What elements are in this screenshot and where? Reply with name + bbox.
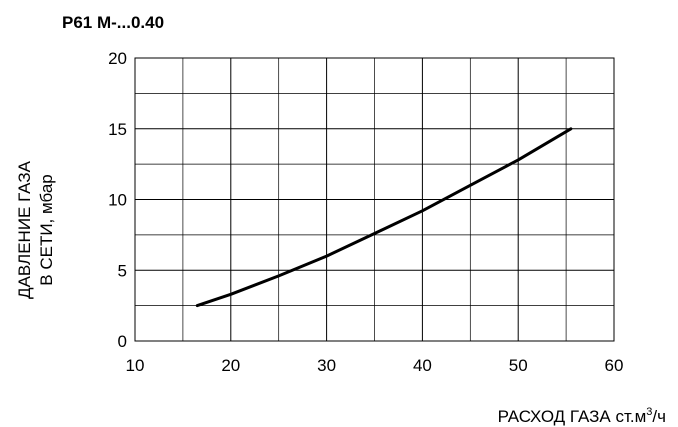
- x-tick-label: 30: [317, 356, 336, 375]
- x-tick-label: 50: [509, 356, 528, 375]
- chart-title: P61 M-...0.40: [62, 13, 164, 32]
- x-tick-label: 10: [126, 356, 145, 375]
- y-tick-label: 0: [118, 332, 127, 351]
- x-tick-label: 60: [605, 356, 624, 375]
- x-axis-label-main: РАСХОД ГАЗА ст.м: [498, 407, 647, 426]
- y-tick-label: 10: [108, 191, 127, 210]
- y-axis-label-line1: ДАВЛЕНИЕ ГАЗА: [15, 160, 34, 299]
- y-tick-labels: 0 5 10 15 20: [108, 49, 127, 351]
- y-tick-label: 5: [118, 261, 127, 280]
- x-axis-label-tail: /ч: [652, 407, 666, 426]
- y-tick-label: 20: [108, 49, 127, 68]
- x-tick-labels: 10 20 30 40 50 60: [126, 356, 624, 375]
- x-tick-label: 40: [413, 356, 432, 375]
- x-axis-label-superscript: 3: [646, 406, 652, 418]
- y-axis-label-line2: В СЕТИ, мбар: [37, 174, 56, 285]
- plot-frame: [134, 57, 615, 342]
- series-line-0: [195, 127, 573, 308]
- x-tick-label: 20: [221, 356, 240, 375]
- series-layer: [195, 127, 573, 308]
- y-tick-label: 15: [108, 120, 127, 139]
- x-axis-label: РАСХОД ГАЗА ст.м3/ч: [498, 406, 666, 426]
